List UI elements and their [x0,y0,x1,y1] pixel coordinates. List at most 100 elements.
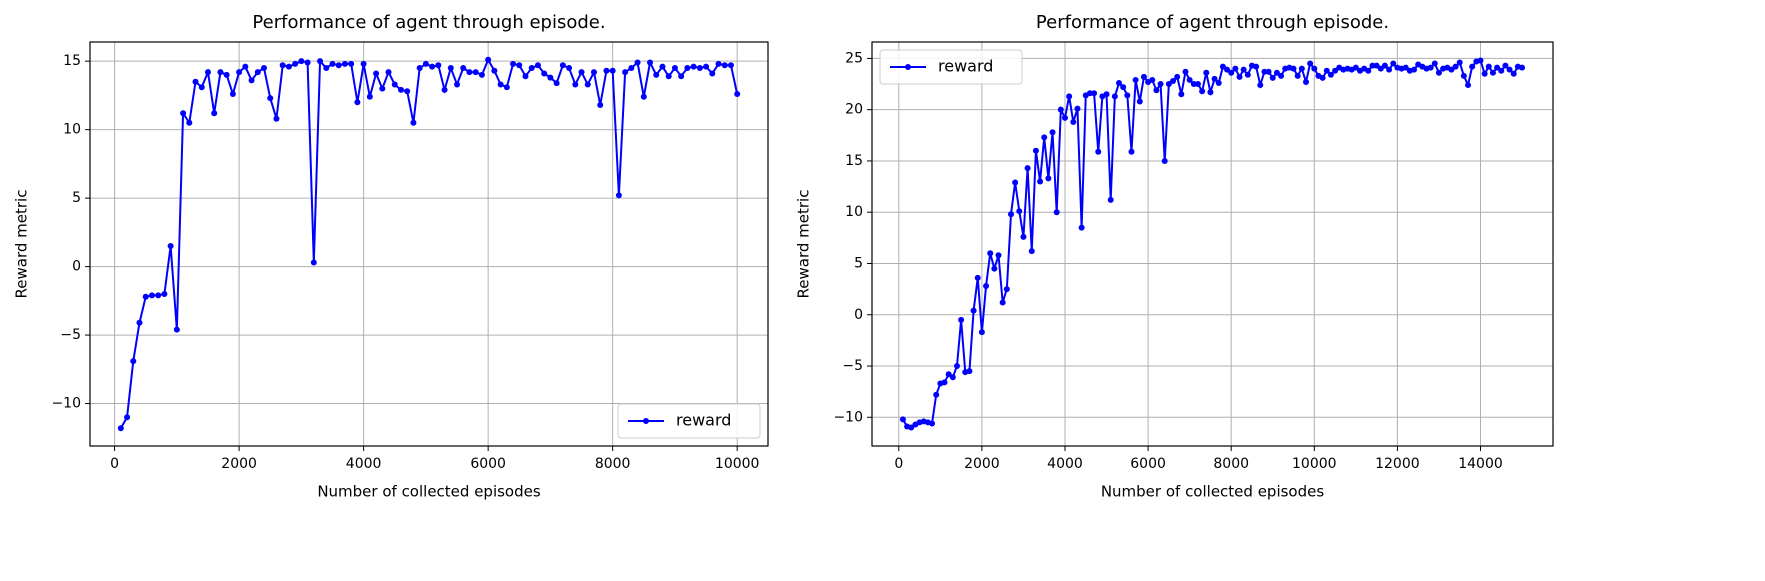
chart: 0 2000 4000 6000 8000 10000 −10 −5 0 5 10 15 Perform… [13,12,769,501]
marker [908,424,915,431]
y-tick-label: −5 [60,327,81,343]
marker [640,93,647,100]
marker [285,63,292,70]
legend-box [879,49,1023,85]
chart-title: Performance of agent through episode. [1036,12,1389,33]
marker [1037,178,1044,185]
marker [1502,62,1509,69]
y-tick-label: 5 [854,255,863,271]
marker [416,65,423,72]
marker [422,60,429,67]
marker [1132,76,1139,83]
y-tick-label: 10 [63,122,81,138]
x-tick-label: 4000 [346,456,382,472]
marker [223,71,230,78]
marker [603,67,610,74]
marker [1506,66,1513,73]
marker [211,110,218,117]
marker [1149,76,1156,83]
marker [136,319,143,326]
marker [1494,64,1501,71]
marker [441,86,448,93]
marker [1120,84,1127,91]
marker [1435,69,1442,76]
marker [1253,63,1260,70]
marker [1294,72,1301,79]
marker [1032,147,1039,154]
y-tick-label: −10 [833,409,863,425]
marker [1103,91,1110,98]
marker [404,88,411,95]
marker [734,91,741,98]
marker [1323,67,1330,74]
marker [142,293,149,300]
x-tick-label: 8000 [1213,456,1249,472]
marker [1448,66,1455,73]
marker [410,119,417,126]
marker [279,62,286,69]
x-tick-label: 12000 [1375,456,1420,472]
marker [1390,60,1397,67]
marker [1074,105,1081,112]
y-axis-label: Reward metric [13,190,31,299]
marker [1182,68,1189,75]
marker [1203,69,1210,76]
marker [1469,63,1476,70]
marker [721,62,728,69]
marker [1049,129,1056,136]
marker [167,243,174,250]
marker [1456,59,1463,66]
marker [1211,75,1218,82]
marker [485,56,492,63]
marker [148,292,155,299]
marker [354,99,361,106]
marker [1232,65,1239,72]
marker [360,60,367,67]
marker [1091,90,1098,97]
legend-box [617,403,761,439]
marker [1140,73,1147,80]
marker [684,65,691,72]
marker [242,63,249,70]
marker [397,86,404,93]
marker [727,62,734,69]
marker [1186,76,1193,83]
marker [516,62,523,69]
marker [983,283,990,290]
marker [1190,81,1197,88]
marker [298,58,305,65]
marker [1024,165,1031,172]
marker [510,60,517,67]
marker [572,81,579,88]
marker [1302,78,1309,85]
x-tick-label: 10000 [715,456,760,472]
marker [460,65,467,72]
marker [1298,65,1305,72]
marker [1224,66,1231,73]
legend-label: reward [938,57,993,76]
marker [609,67,616,74]
x-tick-label: 8000 [595,456,631,472]
y-tick-label: −5 [842,358,863,374]
x-tick-label: 6000 [1130,456,1166,472]
marker [634,59,641,66]
marker [472,69,479,76]
marker [1460,72,1467,79]
marker [198,84,205,91]
marker [1386,66,1393,73]
marker [1352,64,1359,71]
y-tick-label: 15 [63,53,81,69]
marker [1265,68,1272,75]
marker [987,250,994,257]
chart-title: Performance of agent through episode. [252,12,605,33]
marker [933,391,940,398]
marker [999,299,1006,306]
marker [1369,62,1376,69]
marker [929,420,936,427]
marker [653,71,660,78]
legend-label: reward [676,411,731,430]
marker [1465,82,1472,89]
marker [1095,148,1102,155]
marker [659,63,666,70]
